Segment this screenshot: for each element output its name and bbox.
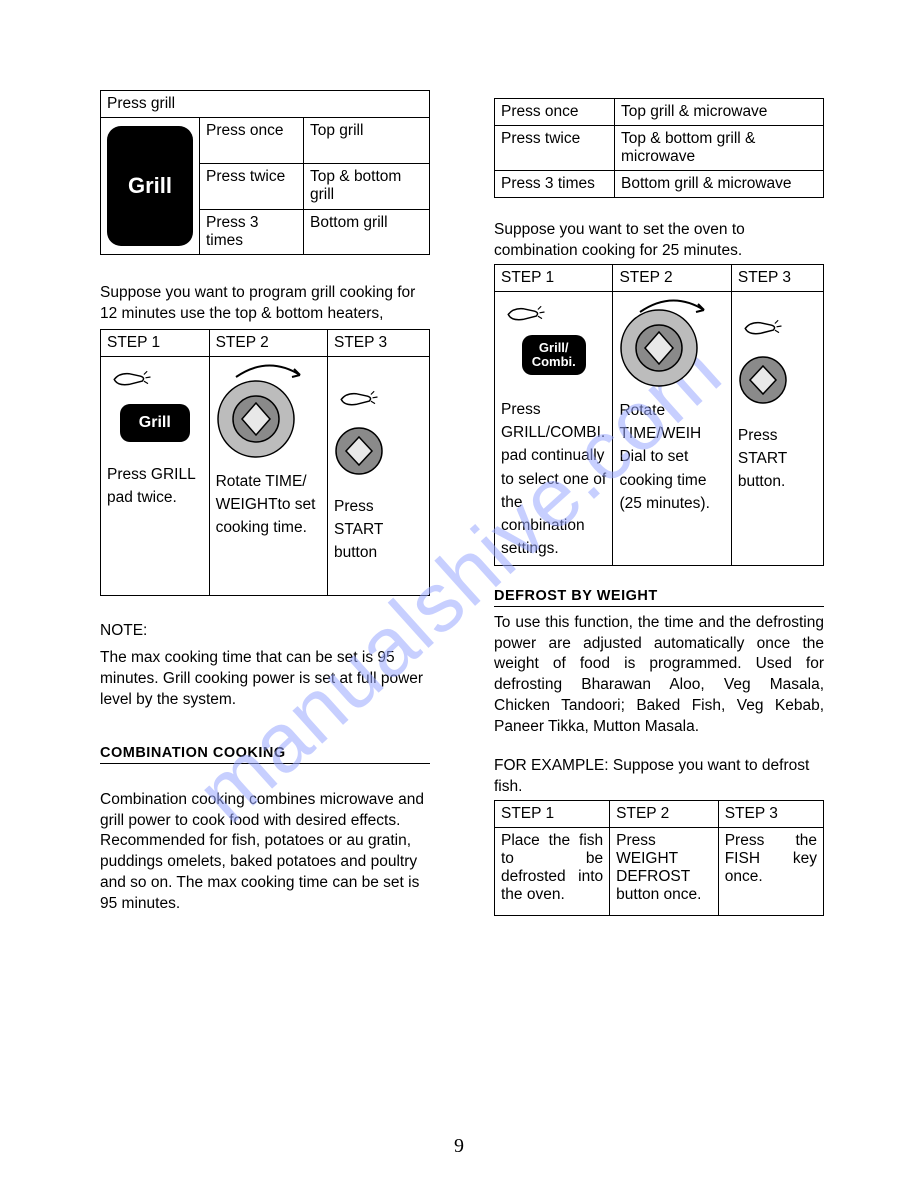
step-text: Press GRILL/COMBI. pad continually to se… [501, 398, 606, 561]
grill-press-table: Press grill Grill Press once Top grill P… [100, 90, 430, 255]
grill-small-button-icon: Grill [120, 404, 190, 442]
hand-press-icon [740, 312, 790, 340]
note-label: NOTE: [100, 622, 430, 640]
step-header: STEP 1 [495, 800, 610, 827]
press-cell: Press 3 times [495, 171, 615, 198]
step-text: Press the FISH key once. [718, 827, 823, 915]
step-text: Place the fish to be defrosted into the … [495, 827, 610, 915]
step-header: STEP 2 [610, 800, 719, 827]
note-text: The max cooking time that can be set is … [100, 648, 430, 711]
press-cell: Press once [495, 99, 615, 126]
combi-press-table: Press once Top grill & microwave Press t… [494, 98, 824, 198]
grill-row-press: Press once [200, 118, 304, 164]
grill-table-header: Press grill [101, 91, 430, 118]
combo-steps-table: STEP 1 STEP 2 STEP 3 [494, 264, 824, 566]
right-column: Press once Top grill & microwave Press t… [494, 90, 824, 916]
step-cell: Press START button. [738, 296, 817, 496]
defrost-header: DEFROST BY WEIGHT [494, 588, 824, 607]
start-button-icon [334, 426, 384, 476]
hand-press-icon [109, 363, 159, 391]
dial-icon [619, 308, 699, 388]
step-text: Rotate TIME/WEIH Dial to set cooking tim… [619, 399, 724, 515]
step-cell: Rotate TIME/WEIH Dial to set cooking tim… [619, 296, 724, 515]
step-header: STEP 3 [718, 800, 823, 827]
defrost-example-text: FOR EXAMPLE: Suppose you want to defrost… [494, 756, 824, 798]
grill-button-icon: Grill [107, 126, 193, 246]
step-header: STEP 1 [101, 329, 210, 356]
step-cell: Press START button [334, 361, 423, 591]
step-cell: Rotate TIME/ WEIGHTto set cooking time. [216, 361, 321, 591]
grill-small-label: Grill [139, 414, 171, 432]
step-header: STEP 3 [731, 264, 823, 291]
step-text: Press START button. [738, 424, 817, 494]
combo-intro-text: Suppose you want to set the oven to comb… [494, 220, 824, 262]
rotate-arrow-icon [228, 361, 308, 381]
step-text: Press START button [334, 495, 423, 565]
result-cell: Top & bottom grill & microwave [615, 126, 824, 171]
combo-text: Combination cooking combines microwave a… [100, 790, 430, 916]
step-header: STEP 3 [328, 329, 430, 356]
grill-button-label: Grill [128, 173, 172, 199]
combination-cooking-header: COMBINATION COOKING [100, 745, 430, 764]
grill-row-result: Top grill [304, 118, 430, 164]
step-header: STEP 1 [495, 264, 613, 291]
rotate-arrow-icon [632, 296, 712, 316]
step-text: Press WEIGHT DEFROST button once. [610, 827, 719, 915]
step-cell: Grill/ Combi. Press GRILL/COMBI. pad con… [501, 296, 606, 561]
grill-row-result: Bottom grill [304, 209, 430, 254]
grill-row-result: Top & bottom grill [304, 164, 430, 209]
hand-press-icon [336, 383, 386, 411]
hand-press-icon [503, 298, 553, 326]
step-text: Rotate TIME/ WEIGHTto set cooking time. [216, 470, 321, 540]
result-cell: Bottom grill & microwave [615, 171, 824, 198]
columns: Press grill Grill Press once Top grill P… [100, 90, 824, 916]
step-header: STEP 2 [613, 264, 731, 291]
result-cell: Top grill & microwave [615, 99, 824, 126]
press-cell: Press twice [495, 126, 615, 171]
combi-button-icon: Grill/ Combi. [522, 335, 586, 375]
page-number: 9 [454, 1135, 464, 1158]
grill-steps-table: STEP 1 STEP 2 STEP 3 [100, 329, 430, 596]
dial-icon [216, 379, 296, 459]
page: manualshive.com Press grill Grill Press … [0, 0, 918, 1188]
defrost-text: To use this function, the time and the d… [494, 613, 824, 739]
start-button-icon [738, 355, 788, 405]
grill-row-press: Press 3 times [200, 209, 304, 254]
combi-button-label: Grill/ Combi. [532, 341, 576, 370]
step-text: Press GRILL pad twice. [107, 463, 203, 510]
grill-row-press: Press twice [200, 164, 304, 209]
step-cell: Grill Press GRILL pad twice. [107, 361, 203, 591]
step-header: STEP 2 [209, 329, 327, 356]
defrost-steps-table: STEP 1 STEP 2 STEP 3 Place the fish to b… [494, 800, 824, 916]
grill-intro-text: Suppose you want to program grill cookin… [100, 283, 430, 325]
left-column: Press grill Grill Press once Top grill P… [100, 90, 430, 916]
